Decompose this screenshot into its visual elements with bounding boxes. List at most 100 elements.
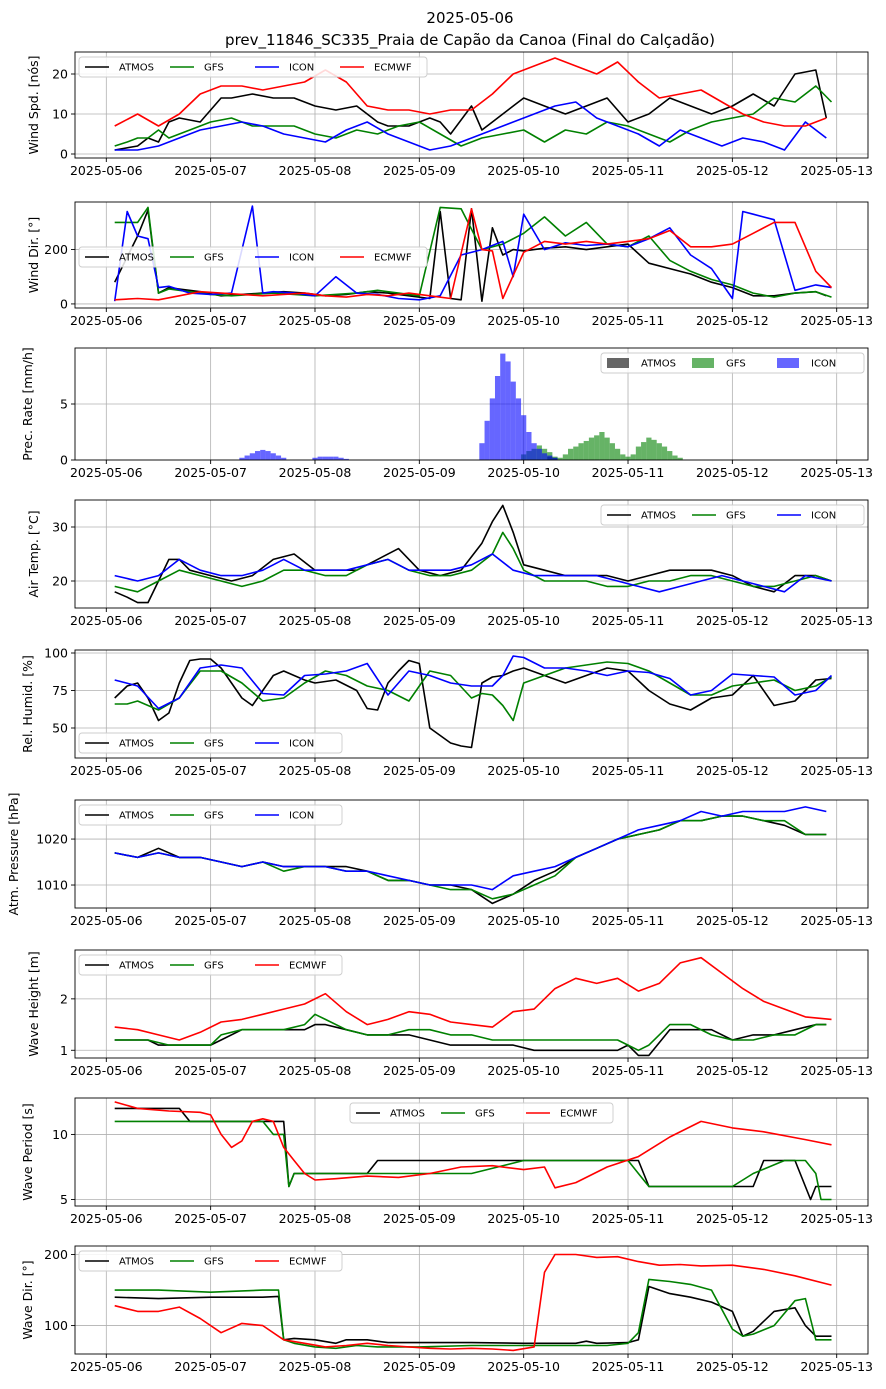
legend-box (600, 504, 865, 526)
y-tick-label: 20 (52, 574, 68, 589)
legend-label: ICON (289, 811, 314, 822)
series-line-atmos (114, 658, 832, 749)
panel-7: 2025-05-06 2025-05-07 2025-05-08 2025-05-09… (20, 1097, 873, 1226)
x-tick-label: 2025-05-09 (383, 313, 456, 328)
x-tick-label: 2025-05-10 (487, 163, 560, 178)
legend: ATMOS GFS ECMWF (349, 1102, 614, 1124)
x-tick-label: 2025-05-06 (70, 465, 143, 480)
legend-label: ICON (289, 63, 314, 74)
series-group (114, 956, 832, 1057)
x-tick-label: 2025-05-11 (592, 763, 665, 778)
panels: 2025-05-06 2025-05-07 2025-05-08 2025-05-09… (6, 51, 873, 1374)
legend-label: GFS (204, 739, 224, 750)
y-tick-label: 200 (44, 1247, 68, 1262)
y-tick-label: 0 (60, 147, 68, 162)
series-line-icon (114, 101, 827, 151)
series-group (114, 504, 832, 604)
x-tick-label: 2025-05-13 (800, 1211, 873, 1226)
y-tick-label: 20 (52, 67, 68, 82)
x-tick-label: 2025-05-10 (487, 1211, 560, 1226)
legend-label: GFS (475, 1109, 495, 1120)
x-tick-label: 2025-05-12 (696, 163, 769, 178)
x-tick-label: 2025-05-06 (70, 913, 143, 928)
legend-label: ATMOS (641, 511, 676, 522)
series-group (113, 205, 833, 303)
x-tick-label: 2025-05-07 (174, 1211, 247, 1226)
precip-bar-icon (254, 451, 261, 460)
x-tick-label: 2025-05-13 (800, 613, 873, 628)
precip-bar-gfs (588, 437, 595, 460)
precip-bar-icon (333, 456, 339, 460)
x-tick-label: 2025-05-07 (174, 313, 247, 328)
precip-bar-icon (494, 376, 501, 460)
legend-label: ATMOS (390, 1109, 425, 1120)
axes-frame (74, 1097, 869, 1207)
y-tick-label: 5 (60, 397, 68, 412)
precip-bar-icon (244, 455, 250, 460)
legend-label: ATMOS (119, 63, 154, 74)
precip-bar-gfs (568, 448, 574, 460)
x-tick-label: 2025-05-09 (383, 1359, 456, 1374)
series-line-ecmwf (114, 1101, 832, 1189)
precip-bar-gfs (667, 451, 673, 460)
legend-label: GFS (204, 1257, 224, 1268)
x-tick-label: 2025-05-08 (279, 313, 352, 328)
legend-swatch (607, 358, 629, 368)
y-tick-label: 0 (60, 296, 68, 311)
series-group (114, 655, 833, 749)
precip-bar-icon (552, 457, 558, 460)
x-tick-label: 2025-05-11 (592, 313, 665, 328)
panel-8: 2025-05-06 2025-05-07 2025-05-08 2025-05-09… (20, 1245, 873, 1374)
precip-bar-icon (531, 443, 537, 460)
panel-1: 2025-05-06 2025-05-07 2025-05-08 2025-05-09… (26, 201, 873, 328)
x-tick-label: 2025-05-11 (592, 163, 665, 178)
x-tick-label: 2025-05-09 (383, 163, 456, 178)
legend-label: ECMWF (289, 1257, 327, 1268)
x-tick-label: 2025-05-09 (383, 1063, 456, 1078)
precip-bar-icon (343, 458, 349, 460)
series-line-icon (114, 655, 833, 710)
legend: ATMOS GFS ECMWF (78, 1250, 343, 1272)
legend-label: ATMOS (119, 739, 154, 750)
y-tick-label: 1 (60, 1043, 68, 1058)
x-tick-label: 2025-05-11 (592, 913, 665, 928)
precip-bar-gfs (562, 454, 569, 460)
x-tick-label: 2025-05-10 (487, 465, 560, 480)
legend-label: ATMOS (119, 1257, 154, 1268)
x-tick-label: 2025-05-06 (70, 1211, 143, 1226)
legend-label: ECMWF (560, 1109, 598, 1120)
x-tick-label: 2025-05-10 (487, 763, 560, 778)
x-tick-label: 2025-05-08 (279, 913, 352, 928)
x-tick-label: 2025-05-13 (800, 465, 873, 480)
axes-frame (74, 799, 869, 909)
x-tick-label: 2025-05-06 (70, 763, 143, 778)
precip-bar-gfs (635, 446, 642, 460)
x-tick-label: 2025-05-13 (800, 163, 873, 178)
precip-bar-gfs (604, 437, 610, 460)
y-axis-label: Wave Period [s] (20, 1103, 35, 1201)
legend-label: GFS (204, 253, 224, 264)
legend-label: ECMWF (289, 961, 327, 972)
y-tick-label: 10 (52, 107, 68, 122)
precip-bar-icon (328, 456, 334, 460)
y-tick-label: 1010 (36, 878, 68, 893)
legend-label: ICON (811, 359, 836, 370)
x-tick-label: 2025-05-09 (383, 763, 456, 778)
y-axis-label: Air Temp. [°C] (26, 510, 41, 597)
precip-bar-icon (281, 457, 287, 460)
y-axis-label: Prec. Rate [mm/h] (20, 347, 35, 461)
series-group (114, 1253, 832, 1352)
precip-bar-icon (515, 398, 522, 460)
x-tick-label: 2025-05-07 (174, 1359, 247, 1374)
precip-bar-icon (317, 456, 323, 460)
x-tick-label: 2025-05-11 (592, 613, 665, 628)
series-line-icon (114, 806, 827, 891)
panel-2: 2025-05-06 2025-05-07 2025-05-08 2025-05-09… (20, 347, 873, 480)
x-tick-label: 2025-05-11 (592, 1211, 665, 1226)
precip-bar-icon (265, 451, 271, 460)
precip-bar-gfs (646, 437, 652, 460)
y-tick-label: 5 (60, 1192, 68, 1207)
legend-label: ATMOS (641, 359, 676, 370)
precip-bar-gfs (578, 443, 584, 460)
legend-box (349, 1102, 614, 1124)
